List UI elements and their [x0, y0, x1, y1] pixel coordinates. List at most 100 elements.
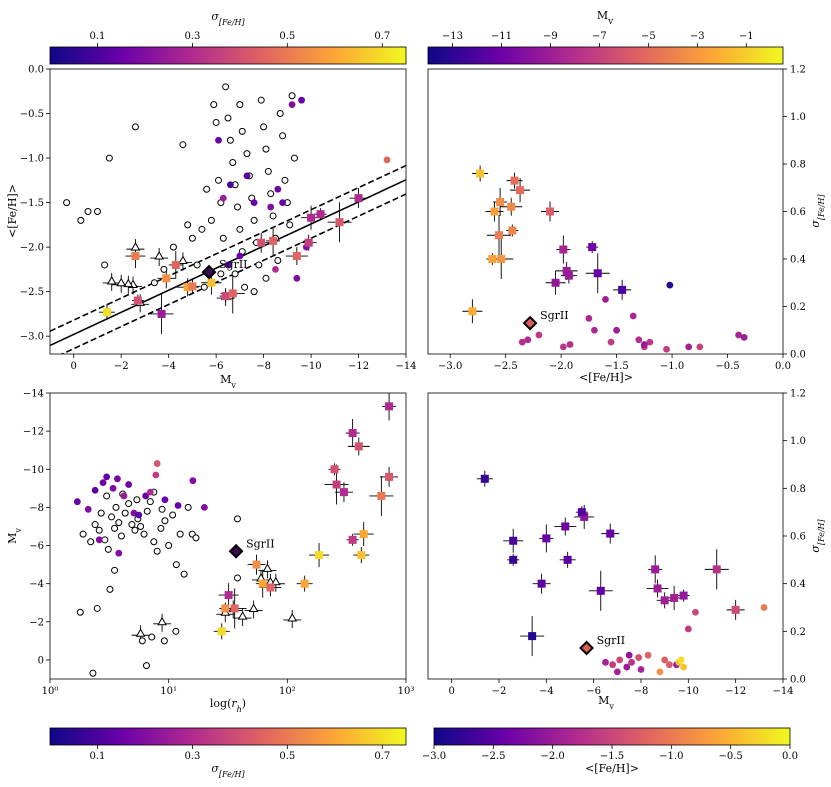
square-point [266, 583, 275, 592]
square-point [292, 252, 301, 261]
colorbar-label: <[Fe/H]> [585, 762, 639, 775]
square-point [304, 238, 313, 247]
square-point [588, 243, 597, 252]
open-circle-point [143, 507, 151, 515]
sgr2-label: SgrII [597, 634, 626, 647]
filled-circle-point [200, 504, 208, 511]
colorbar-gradient [49, 46, 407, 65]
open-circle-point [188, 234, 196, 242]
plot-frame [49, 68, 407, 355]
y-axis-label: <[Fe/H]> [6, 184, 19, 238]
x-tick-label: −0.5 [715, 361, 739, 372]
sgr2-label: SgrII [219, 258, 248, 271]
square-point [162, 274, 171, 283]
square-point [546, 207, 555, 216]
colorbar-ticks: 0.1 0.3 0.5 0.7 [90, 745, 390, 762]
square-point [468, 307, 477, 316]
y-tick-label: 0.4 [790, 255, 806, 266]
filled-circle-point [153, 460, 161, 467]
sgr2-label: SgrII [540, 309, 569, 322]
open-circle-point [210, 101, 218, 109]
filled-circle-point [535, 331, 543, 339]
square-point [495, 231, 503, 240]
open-circle-point [198, 225, 206, 233]
square-point [228, 289, 237, 298]
filled-circle-point [566, 341, 574, 348]
y-tick-label: −4 [29, 579, 44, 590]
open-triangle-point [116, 277, 127, 287]
colorbar-gradient [433, 727, 791, 746]
square-point [480, 474, 489, 483]
filled-circle-point [613, 668, 621, 676]
x-tick-label: −12 [725, 686, 746, 697]
open-circle-point [260, 123, 268, 131]
y-axis-label: σ[Fe/H] [809, 518, 826, 552]
open-circle-point [146, 498, 154, 506]
square-point [562, 266, 571, 275]
open-circle-point [229, 159, 237, 167]
filled-circle-point [135, 511, 143, 519]
filled-circle-point [279, 199, 286, 206]
y-tick-label: 0.8 [790, 484, 806, 495]
colorbar-tick-label: 0.5 [279, 31, 295, 42]
open-circle-point [231, 270, 239, 278]
open-circle-point [111, 566, 119, 574]
colorbar-tick-label: 0.5 [279, 751, 295, 762]
x-axis-label: log(rh) [210, 697, 246, 714]
open-circle-point [233, 515, 241, 523]
filled-circle-point [661, 656, 669, 664]
colorbar-tick-label: −9 [543, 31, 558, 42]
filled-circle-point [635, 336, 643, 344]
square-point [516, 186, 525, 195]
filled-circle-point [226, 181, 234, 189]
open-circle-point [241, 283, 249, 291]
filled-circle-point [293, 274, 301, 282]
open-circle-point [286, 221, 294, 229]
open-circle-point [192, 534, 200, 542]
square-point [490, 207, 499, 216]
square-point [507, 202, 516, 211]
filled-circle-point [680, 663, 687, 671]
square-point [258, 579, 267, 588]
square-point [679, 591, 688, 600]
square-point [377, 491, 386, 500]
colorbar-bottom-left: 0.1 0.3 0.5 0.7 σ[Fe/H] [49, 727, 407, 779]
open-circle-point [106, 585, 114, 593]
open-circle-point [158, 505, 166, 513]
filled-circle-point [629, 312, 637, 320]
square-point [354, 442, 363, 451]
open-circle-point [169, 243, 177, 251]
x-tick-label: −1.0 [660, 361, 684, 372]
open-triangle-point [135, 628, 146, 637]
colorbar-tick-label: −1.0 [659, 751, 683, 762]
open-circle-point [281, 176, 289, 184]
square-point [510, 176, 519, 185]
open-circle-point [125, 500, 133, 508]
colorbar-label: Mv [597, 9, 614, 27]
open-triangle-point [248, 603, 259, 612]
filled-circle-point [109, 484, 117, 492]
square-point [354, 194, 363, 203]
y-tick-label: −6 [29, 541, 44, 552]
square-point [528, 632, 537, 641]
open-circle-point [117, 532, 125, 540]
filled-circle-point [625, 651, 633, 659]
colorbar-label: σ[Fe/H] [211, 762, 245, 779]
colorbar-tick-label: 0.1 [90, 31, 106, 42]
x-tick-label: −4 [539, 686, 554, 697]
filled-circle-point [635, 654, 643, 661]
x-tick-label: −8 [256, 361, 271, 372]
panel-top-right: −3.0 −2.5 −2.0 −1.5 −1.0 −0.5 0.00.0 0.2 0.4 0.6 0… [427, 65, 826, 384]
square-point [300, 579, 309, 588]
square-point [359, 530, 368, 539]
filled-circle-point [559, 343, 567, 351]
open-circle-point [150, 538, 158, 546]
filled-circle-point [637, 666, 645, 673]
y-tick-label: 0.2 [790, 627, 806, 638]
filled-circle-point [288, 101, 296, 109]
square-point [348, 535, 357, 544]
open-circle-point [233, 574, 241, 582]
open-circle-point [108, 513, 116, 521]
y-tick-label: 1.0 [790, 436, 806, 447]
x-tick-label: 0 [448, 686, 454, 697]
